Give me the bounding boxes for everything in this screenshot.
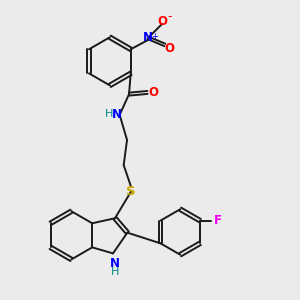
Text: F: F	[214, 214, 222, 227]
Text: O: O	[164, 42, 175, 55]
Text: N: N	[143, 32, 153, 44]
Text: N: N	[110, 257, 120, 270]
Text: -: -	[167, 10, 172, 23]
Text: N: N	[112, 108, 122, 121]
Text: H: H	[105, 109, 113, 119]
Text: +: +	[151, 32, 158, 41]
Text: O: O	[157, 15, 167, 28]
Text: O: O	[148, 86, 158, 99]
Text: H: H	[110, 267, 119, 277]
Text: S: S	[126, 185, 136, 198]
